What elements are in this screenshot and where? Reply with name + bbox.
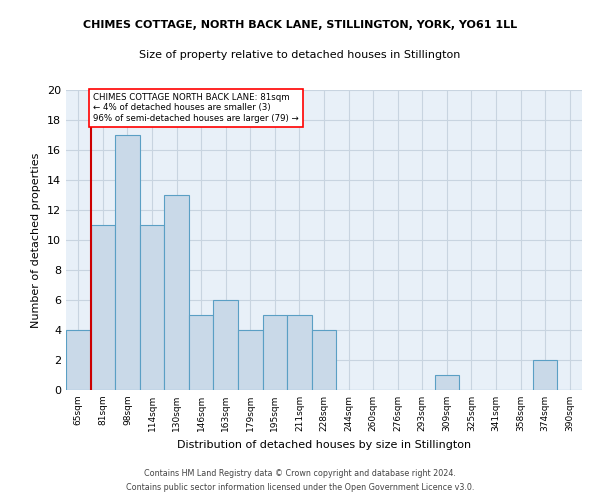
- Bar: [238, 330, 263, 390]
- Bar: [434, 375, 459, 390]
- Bar: [91, 225, 115, 390]
- Bar: [287, 315, 312, 390]
- Y-axis label: Number of detached properties: Number of detached properties: [31, 152, 41, 328]
- Text: CHIMES COTTAGE NORTH BACK LANE: 81sqm
← 4% of detached houses are smaller (3)
96: CHIMES COTTAGE NORTH BACK LANE: 81sqm ← …: [93, 93, 299, 123]
- Bar: [214, 300, 238, 390]
- Bar: [140, 225, 164, 390]
- Text: Contains HM Land Registry data © Crown copyright and database right 2024.: Contains HM Land Registry data © Crown c…: [144, 468, 456, 477]
- Bar: [115, 135, 140, 390]
- Text: Size of property relative to detached houses in Stillington: Size of property relative to detached ho…: [139, 50, 461, 60]
- Text: Contains public sector information licensed under the Open Government Licence v3: Contains public sector information licen…: [126, 484, 474, 492]
- Bar: [66, 330, 91, 390]
- X-axis label: Distribution of detached houses by size in Stillington: Distribution of detached houses by size …: [177, 440, 471, 450]
- Bar: [189, 315, 214, 390]
- Bar: [263, 315, 287, 390]
- Bar: [312, 330, 336, 390]
- Bar: [164, 195, 189, 390]
- Bar: [533, 360, 557, 390]
- Text: CHIMES COTTAGE, NORTH BACK LANE, STILLINGTON, YORK, YO61 1LL: CHIMES COTTAGE, NORTH BACK LANE, STILLIN…: [83, 20, 517, 30]
